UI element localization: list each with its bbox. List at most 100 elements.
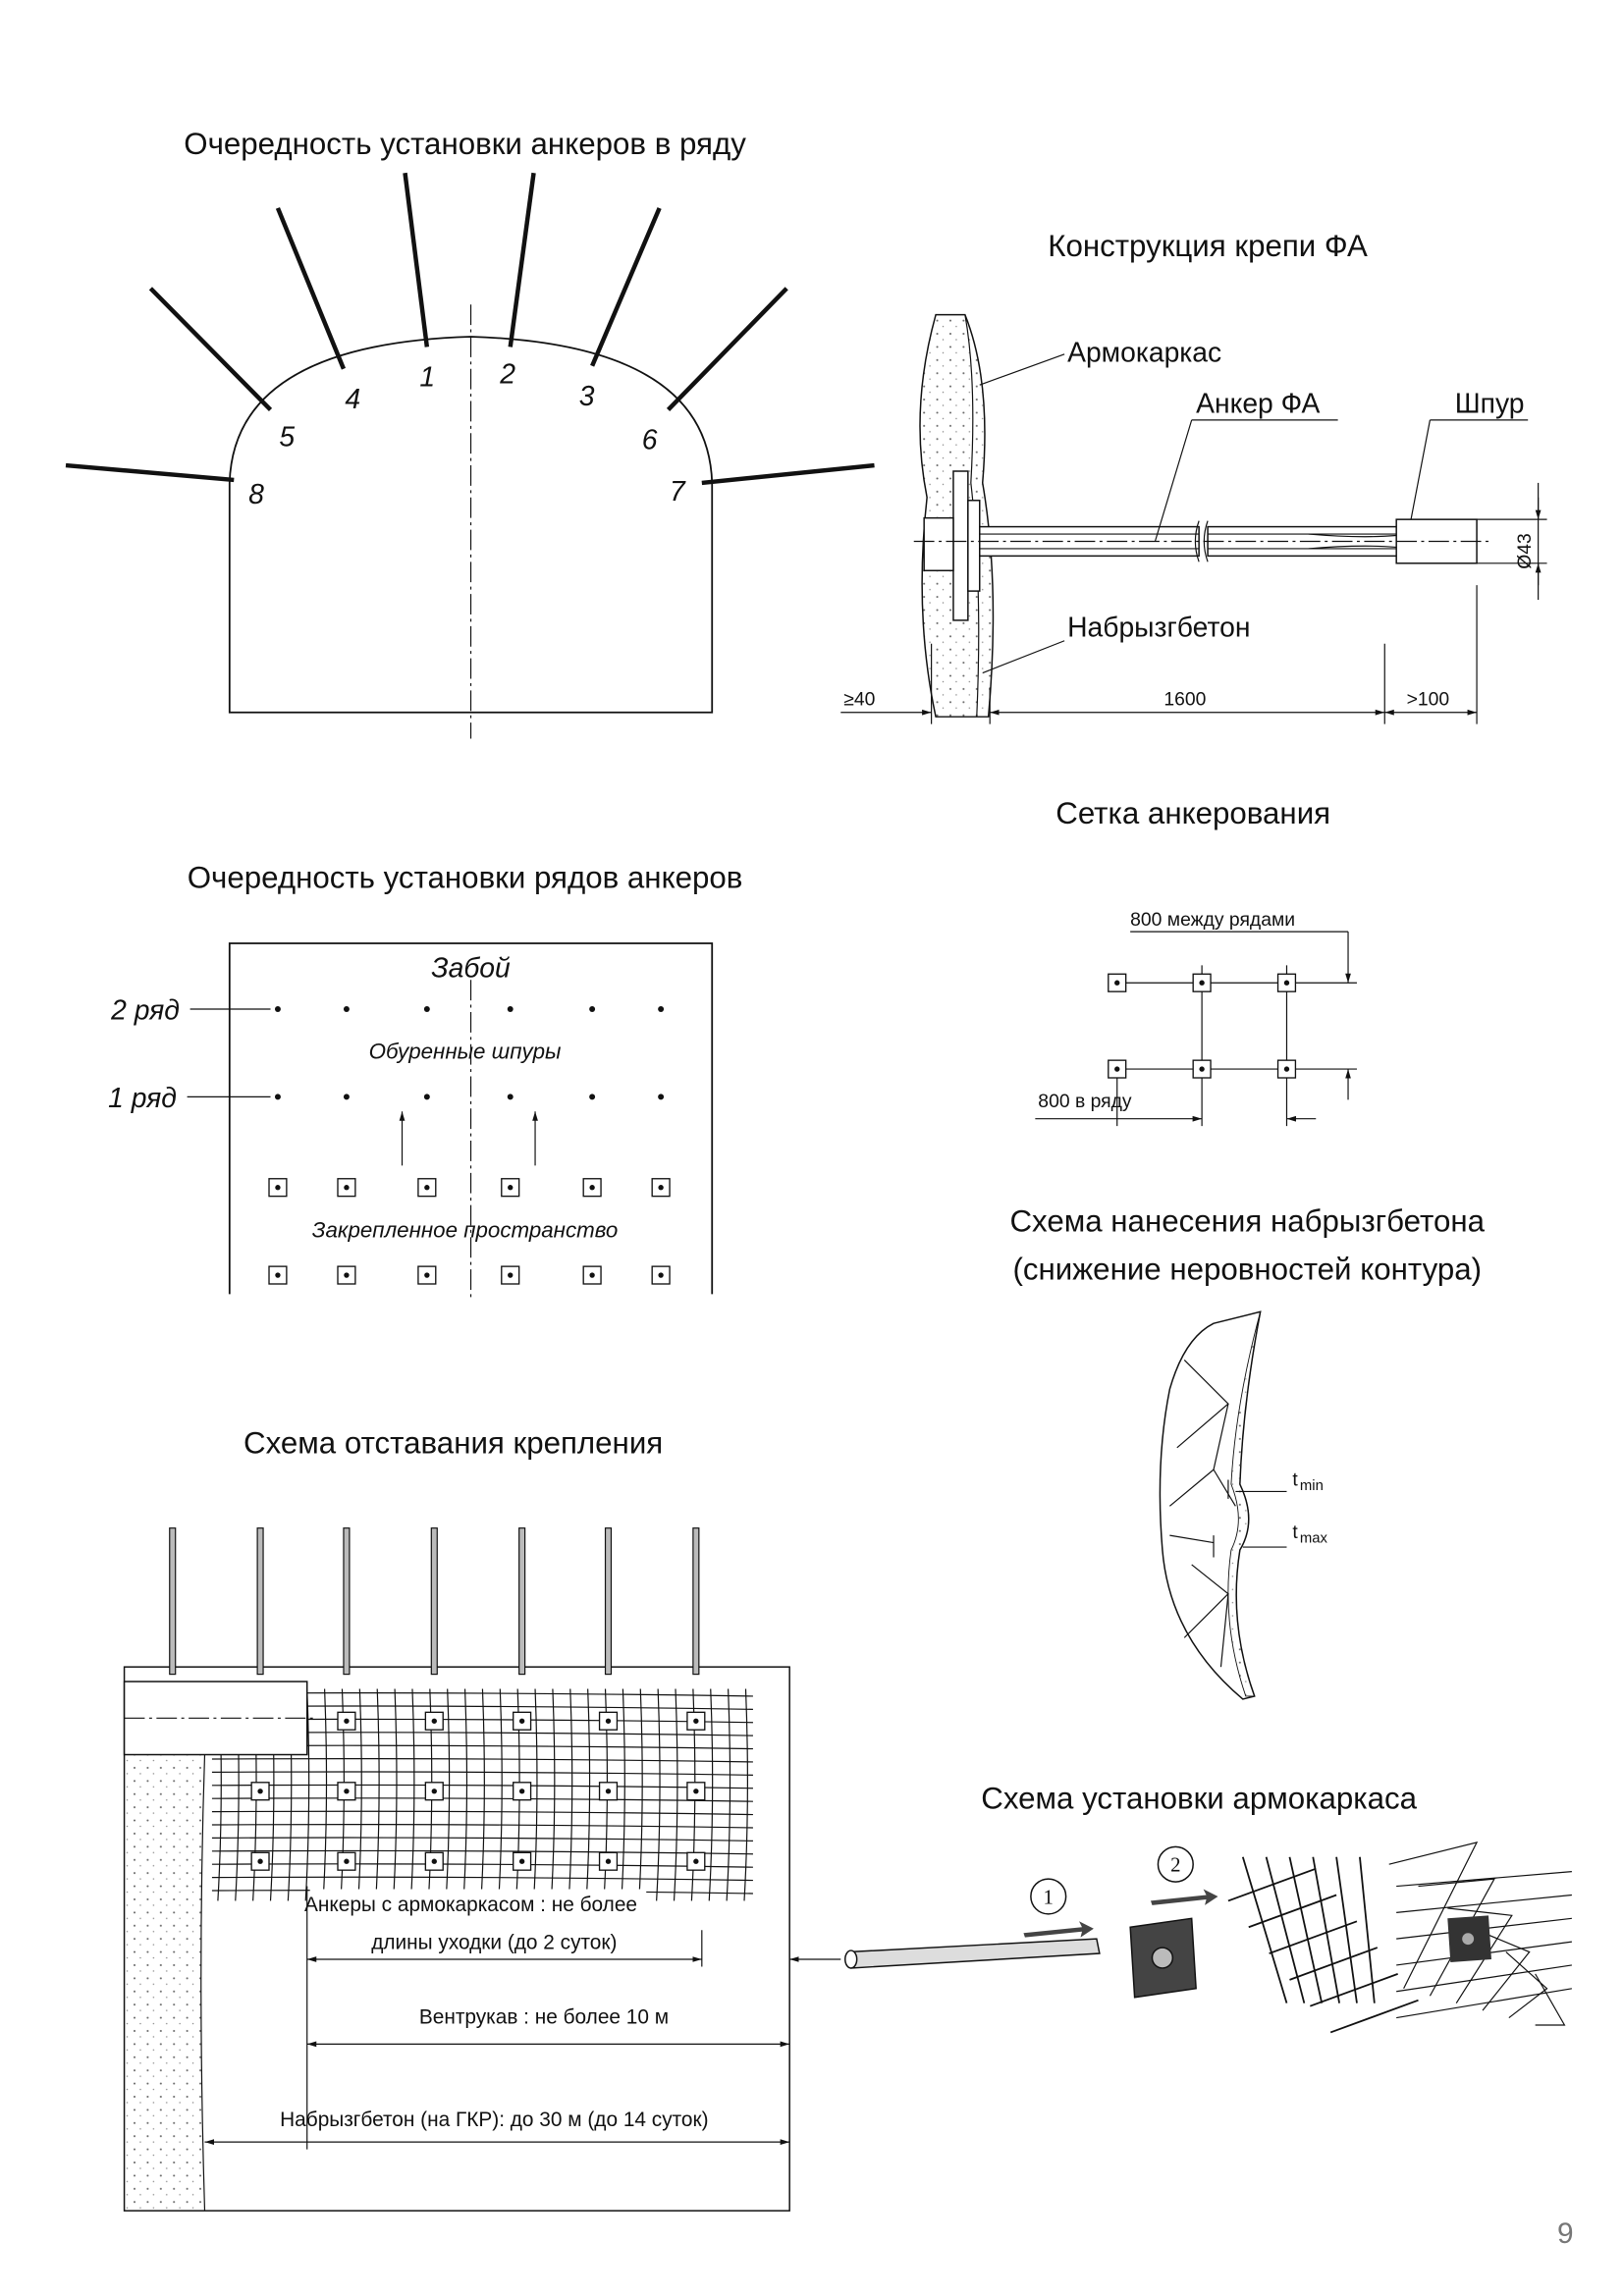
drawing-line <box>1023 1921 1094 1938</box>
drawing-line <box>590 207 662 367</box>
drawing-line <box>1462 1933 1475 1946</box>
anchor-head <box>431 1789 437 1794</box>
anchor-number: 6 <box>642 424 658 455</box>
anchor-head <box>508 1272 514 1278</box>
mesh-wire <box>708 1688 714 1901</box>
anchor-head <box>658 1272 664 1278</box>
drawing-line <box>1410 419 1432 520</box>
mesh-wire <box>1535 1973 1566 2026</box>
anchor-rod <box>256 1527 264 1676</box>
anchor-head <box>1283 980 1290 986</box>
mesh-wire <box>1359 1856 1376 2003</box>
mesh-wire <box>585 1688 591 1901</box>
anchor-head <box>658 1185 664 1191</box>
section-title: Схема отставания крепления <box>243 1426 663 1461</box>
anchor-rod <box>430 1527 438 1676</box>
anchor-rod <box>343 1527 351 1676</box>
anchor-head <box>431 1718 437 1724</box>
mesh-wire <box>1396 1871 1572 1888</box>
mesh-wire <box>211 1810 753 1816</box>
mesh-wire <box>568 1688 573 1901</box>
mesh-wire <box>1329 1999 1419 2034</box>
mesh-wire <box>532 1688 538 1901</box>
step-number: 1 <box>1044 1885 1054 1908</box>
anchor-head <box>508 1185 514 1191</box>
anchor-head <box>518 1718 525 1724</box>
mesh-wire <box>211 1849 753 1855</box>
anchor-number: 5 <box>279 421 295 453</box>
anchor-rod <box>169 1527 177 1676</box>
drawing-line <box>124 1754 205 2212</box>
drawing-line <box>1108 973 1297 1079</box>
mesh-wire <box>638 1688 643 1901</box>
mesh-wire <box>211 1758 753 1763</box>
anchor-head <box>693 1789 699 1794</box>
drawing-line <box>309 1889 647 1959</box>
mesh-wire <box>1265 1856 1306 2003</box>
anchor-head <box>1114 980 1120 986</box>
mesh-wire <box>211 1784 753 1789</box>
drill-hole <box>589 1006 596 1013</box>
drawing-line <box>1227 1841 1572 2034</box>
mesh-wire <box>409 1688 415 1901</box>
anchor-number: 8 <box>248 478 264 509</box>
anchor-head <box>518 1789 525 1794</box>
mesh-install: Схема установки армокаркаса 1 2 <box>844 1782 1572 2034</box>
label: 2 ряд <box>110 993 180 1025</box>
label-index: max <box>1300 1531 1328 1547</box>
label: t <box>1292 1469 1298 1491</box>
mesh-wire <box>1312 1856 1340 2003</box>
drill-hole <box>423 1006 430 1013</box>
anchor-head <box>605 1718 612 1724</box>
drawing-line <box>1108 965 1357 1127</box>
mesh-wire <box>304 1688 310 1901</box>
label: Шпур <box>1455 387 1525 418</box>
drawing-line <box>1150 1889 1218 1905</box>
label: Забой <box>431 951 511 983</box>
anchor-head <box>589 1185 595 1191</box>
mesh-wire <box>322 1688 328 1901</box>
drawing-line <box>1157 1845 1194 1883</box>
drawing-line <box>508 172 536 347</box>
mesh-wire <box>673 1688 678 1901</box>
mesh-wire <box>1227 1867 1317 1902</box>
anchor-head <box>589 1272 595 1278</box>
drill-hole <box>507 1006 514 1013</box>
anchor-head <box>424 1185 430 1191</box>
drawing-line <box>65 462 235 483</box>
anchor-head <box>1283 1066 1290 1072</box>
mesh-wire <box>1396 1894 1572 1913</box>
shotcrete-scheme: Схема нанесения набрызгбетона (снижение … <box>1009 1203 1486 1700</box>
label: Анкер ФА <box>1196 387 1320 418</box>
drawing-line <box>306 1886 703 2150</box>
step-number: 2 <box>1170 1853 1180 1877</box>
mesh-wire <box>375 1688 380 1901</box>
mesh-wire <box>445 1688 451 1901</box>
label: Набрызгбетон <box>1067 611 1250 642</box>
anchor-head <box>1114 1066 1120 1072</box>
mesh-wire <box>1447 1907 1513 2003</box>
drawing-line <box>964 314 980 718</box>
drawing-line <box>1213 1479 1287 1558</box>
page-number: 9 <box>1557 2217 1574 2250</box>
anchor-head <box>1199 1066 1205 1072</box>
support-design: Конструкция крепи ФА Армокаркас Анкер ФА… <box>840 229 1547 724</box>
label: Обуренные шпуры <box>369 1040 562 1064</box>
anchor-rod <box>692 1527 700 1676</box>
anchor-head <box>344 1718 350 1724</box>
anchor-head <box>275 1272 281 1278</box>
anchor-rod <box>604 1527 613 1676</box>
anchor-head <box>257 1858 263 1864</box>
anchor-head <box>275 1185 281 1191</box>
drawing-line <box>169 1527 700 1676</box>
anchor-number: 2 <box>499 358 515 390</box>
drawing-line <box>967 500 981 592</box>
lag-scheme: Схема отставания крепления Анкеры с армо… <box>123 1426 841 2212</box>
anchor-head <box>257 1789 263 1794</box>
anchor-number: 3 <box>579 380 595 411</box>
drawing-line <box>1227 1311 1262 1697</box>
section-title: Сетка анкерования <box>1055 796 1330 830</box>
drawing-line <box>952 470 969 621</box>
